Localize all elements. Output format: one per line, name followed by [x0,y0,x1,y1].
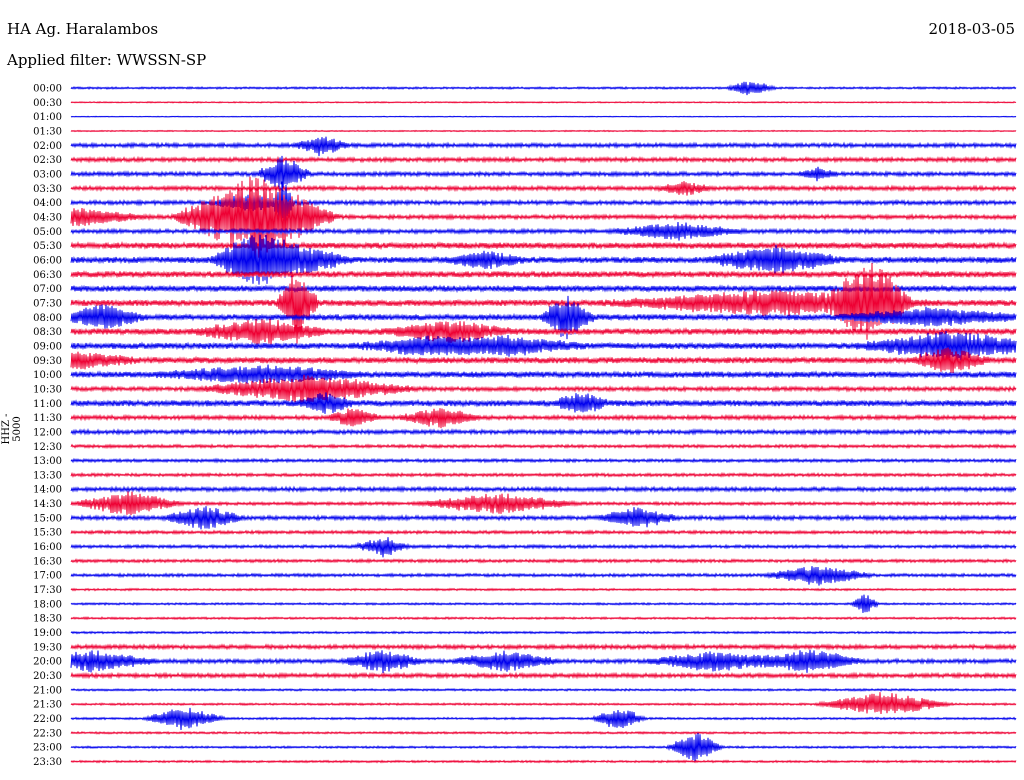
row-time-label: 07:30 [33,298,62,309]
trace-line [70,671,1017,680]
trace-line [70,374,1017,404]
row-time-label: 05:30 [33,241,62,252]
trace-line [70,730,1017,735]
trace-line [70,587,1017,592]
row-time-label: 21:00 [33,685,62,696]
trace-line [70,491,1017,516]
row-time-label: 12:00 [33,427,62,438]
trace-line [70,81,1017,96]
trace-line [70,129,1017,133]
row-time-label: 06:30 [33,270,62,281]
row-time-label: 02:30 [33,155,62,166]
row-time-label: 22:00 [33,714,62,725]
trace-line [70,485,1017,494]
trace-line [70,443,1017,450]
trace-line [70,732,1017,762]
trace-line [70,115,1017,118]
trace-line [70,221,1017,241]
row-time-label: 18:30 [33,614,62,625]
row-time-label: 00:00 [33,84,62,95]
trace-line [70,630,1017,635]
row-time-label: 09:00 [33,341,62,352]
row-time-label: 11:00 [33,399,62,410]
row-time-label: 15:00 [33,513,62,524]
row-time-label: 05:00 [33,227,62,238]
trace-line [70,616,1017,621]
trace-line [70,347,1017,373]
trace-line [70,392,1017,414]
trace-line [70,428,1017,436]
row-time-label: 23:00 [33,743,62,754]
trace-line [70,643,1017,651]
row-time-label: 00:30 [33,98,62,109]
trace-line [70,263,1017,344]
trace-line [70,234,1017,285]
trace-line [70,136,1017,157]
trace-line [70,408,1017,429]
row-time-label: 13:00 [33,456,62,467]
trace-line [70,537,1017,558]
row-time-label: 19:00 [33,628,62,639]
trace-line [70,240,1017,251]
row-time-label: 07:00 [33,284,62,295]
row-time-label: 20:00 [33,657,62,668]
trace-line [70,506,1017,530]
row-time-label: 22:30 [33,728,62,739]
row-time-label: 03:00 [33,169,62,180]
row-time-label: 08:30 [33,327,62,338]
trace-line [70,318,1017,345]
row-time-label: 21:30 [33,700,62,711]
trace-line [70,557,1017,564]
row-time-label: 10:00 [33,370,62,381]
trace-line [70,687,1017,692]
trace-line [70,649,1017,674]
trace-line [70,457,1017,464]
row-time-label: 13:30 [33,470,62,481]
trace-line [70,707,1017,731]
station-title: HA Ag. Haralambos [7,20,159,38]
row-time-label: 17:00 [33,571,62,582]
row-time-label: 08:00 [33,313,62,324]
row-time-label: 03:30 [33,184,62,195]
row-time-label: 23:30 [33,757,62,768]
trace-line [70,529,1017,536]
row-time-label: 01:00 [33,112,62,123]
row-time-label: 14:00 [33,485,62,496]
trace-line [70,176,1017,260]
trace-line [70,269,1017,279]
date-label: 2018-03-05 [928,20,1015,38]
filter-label: Applied filter: WWSSN-SP [7,51,207,69]
trace-line [70,295,1017,340]
trace-line [70,330,1017,362]
trace-line [70,100,1017,104]
row-time-label: 06:00 [33,255,62,266]
row-time-label: 12:30 [33,442,62,453]
trace-line [70,471,1017,478]
row-time-label: 18:00 [33,599,62,610]
trace-line [70,566,1017,586]
trace-line [70,181,1017,196]
row-time-label: 20:30 [33,671,62,682]
row-time-label: 01:30 [33,126,62,137]
row-time-label: 19:30 [33,642,62,653]
row-time-label: 17:30 [33,585,62,596]
row-time-label: 16:30 [33,556,62,567]
trace-line [70,594,1017,613]
row-time-label: 09:30 [33,356,62,367]
trace-line [70,692,1017,715]
trace-line [70,155,1017,192]
row-time-label: 04:00 [33,198,62,209]
row-time-label: 11:30 [33,413,62,424]
trace-line [70,155,1017,164]
row-time-label: 02:00 [33,141,62,152]
row-time-label: 16:00 [33,542,62,553]
row-time-label: 10:30 [33,384,62,395]
row-time-label: 15:30 [33,528,62,539]
trace-line [70,759,1017,764]
row-time-label: 14:30 [33,499,62,510]
trace-line [70,364,1017,384]
row-time-label: 04:30 [33,212,62,223]
